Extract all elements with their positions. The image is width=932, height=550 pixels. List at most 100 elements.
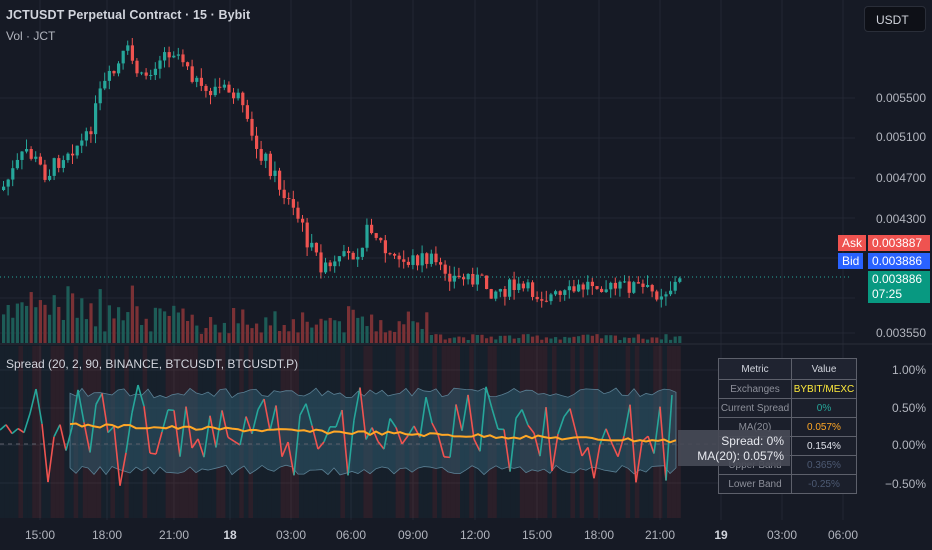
volume-bar <box>103 331 107 343</box>
spread-line-segment <box>335 409 343 428</box>
candle-body <box>365 224 369 248</box>
candle-body <box>595 286 599 289</box>
volume-bar <box>89 303 93 343</box>
spread-line-segment <box>557 416 565 435</box>
volume-bar <box>11 317 15 343</box>
candle-body <box>590 281 594 287</box>
volume-bar <box>595 334 599 343</box>
candle-body <box>613 282 617 289</box>
candle-body <box>153 68 157 76</box>
indicator-title[interactable]: Spread (20, 2, 90, BINANCE, BTCUSDT, BTC… <box>6 357 299 371</box>
spread-line-segment <box>35 388 43 425</box>
spread-line-segment <box>119 452 127 486</box>
currency-button[interactable]: USDT <box>864 6 926 32</box>
candle-body <box>190 66 194 82</box>
spread-line-segment <box>11 427 19 435</box>
spread-line-segment <box>341 410 349 476</box>
candle-body <box>475 274 479 285</box>
time-tick: 15:00 <box>521 528 553 542</box>
spread-line-segment <box>179 406 187 457</box>
volume-bar <box>121 320 125 343</box>
candle-body <box>512 279 516 291</box>
volume-bar <box>29 292 33 343</box>
spread-line-segment <box>101 393 109 433</box>
volume-bar <box>646 339 650 343</box>
time-tick: 19 <box>714 528 728 542</box>
spread-line-segment <box>503 429 511 472</box>
spread-line-segment <box>461 394 469 431</box>
volume-bar <box>475 334 479 343</box>
volume-bar <box>655 337 659 343</box>
spread-line-segment <box>347 420 355 476</box>
spread-line-segment <box>41 423 49 483</box>
volume-bar <box>351 309 355 343</box>
candle-body <box>61 160 65 168</box>
candle-body <box>314 242 318 253</box>
volume-bar <box>540 339 544 343</box>
spread-bg-stripe <box>64 346 69 518</box>
candle-body <box>618 281 622 289</box>
volume-bar <box>443 339 447 343</box>
candle-body <box>498 289 502 292</box>
volume-bar <box>590 335 594 343</box>
volume-bar <box>521 334 525 343</box>
last-price-badge: 0.003886 07:25 <box>868 271 930 303</box>
volume-legend[interactable]: Vol · JCT <box>6 29 56 43</box>
candle-body <box>374 233 378 238</box>
spread-line-segment <box>89 404 97 453</box>
spread-line-segment <box>317 441 325 450</box>
candle-body <box>11 168 15 180</box>
spread-line-segment <box>29 388 37 414</box>
time-tick: 18 <box>223 528 237 542</box>
bid-label: Bid <box>838 253 864 269</box>
candle-body <box>103 80 107 89</box>
volume-bar <box>544 337 548 343</box>
spread-line-segment <box>485 386 493 409</box>
time-tick: 18:00 <box>91 528 123 542</box>
candle-body <box>567 286 571 291</box>
candle-body <box>57 158 61 168</box>
metric-value: 0.154% <box>791 436 857 456</box>
volume-bar <box>268 325 272 343</box>
volume-bar <box>71 293 75 343</box>
candle-body <box>531 282 535 297</box>
volume-bar <box>659 339 663 343</box>
spread-line-segment <box>125 412 133 453</box>
spread-line-segment <box>455 404 463 431</box>
candle-body <box>572 286 576 292</box>
candle-body <box>673 281 677 291</box>
metric-value: 0% <box>791 398 857 418</box>
volume-bar <box>153 307 157 343</box>
spread-bg-stripe <box>4 346 10 518</box>
spread-line-segment <box>479 386 487 452</box>
spread-line-segment <box>107 425 115 434</box>
volume-bar <box>356 317 360 343</box>
spread-line-segment <box>659 406 667 481</box>
time-tick: 06:00 <box>335 528 367 542</box>
candle-body <box>66 153 70 161</box>
candle-body <box>163 52 167 61</box>
volume-bar <box>360 316 364 343</box>
volume-bar <box>52 295 56 343</box>
volume-bar <box>57 306 61 343</box>
table-header-cell: Value <box>791 358 857 380</box>
volume-bar <box>457 336 461 343</box>
candle-body <box>420 253 424 266</box>
candle-body <box>503 289 507 297</box>
spread-bg-stripe <box>41 346 46 518</box>
volume-bar <box>43 304 47 343</box>
candle-body <box>678 278 682 282</box>
candle-body <box>135 60 139 74</box>
volume-bar <box>678 336 682 343</box>
candle-body <box>360 247 364 257</box>
bid-value: 0.003886 <box>868 253 930 269</box>
candle-body <box>204 85 208 91</box>
price-tick: 0.005500 <box>875 91 926 105</box>
volume-bar <box>383 332 387 343</box>
candle-body <box>650 285 654 292</box>
spread-line-segment <box>275 405 283 457</box>
volume-bar <box>107 305 111 343</box>
bar-countdown: 07:25 <box>872 287 903 301</box>
candle-body <box>112 70 116 74</box>
volume-bar <box>117 307 121 343</box>
